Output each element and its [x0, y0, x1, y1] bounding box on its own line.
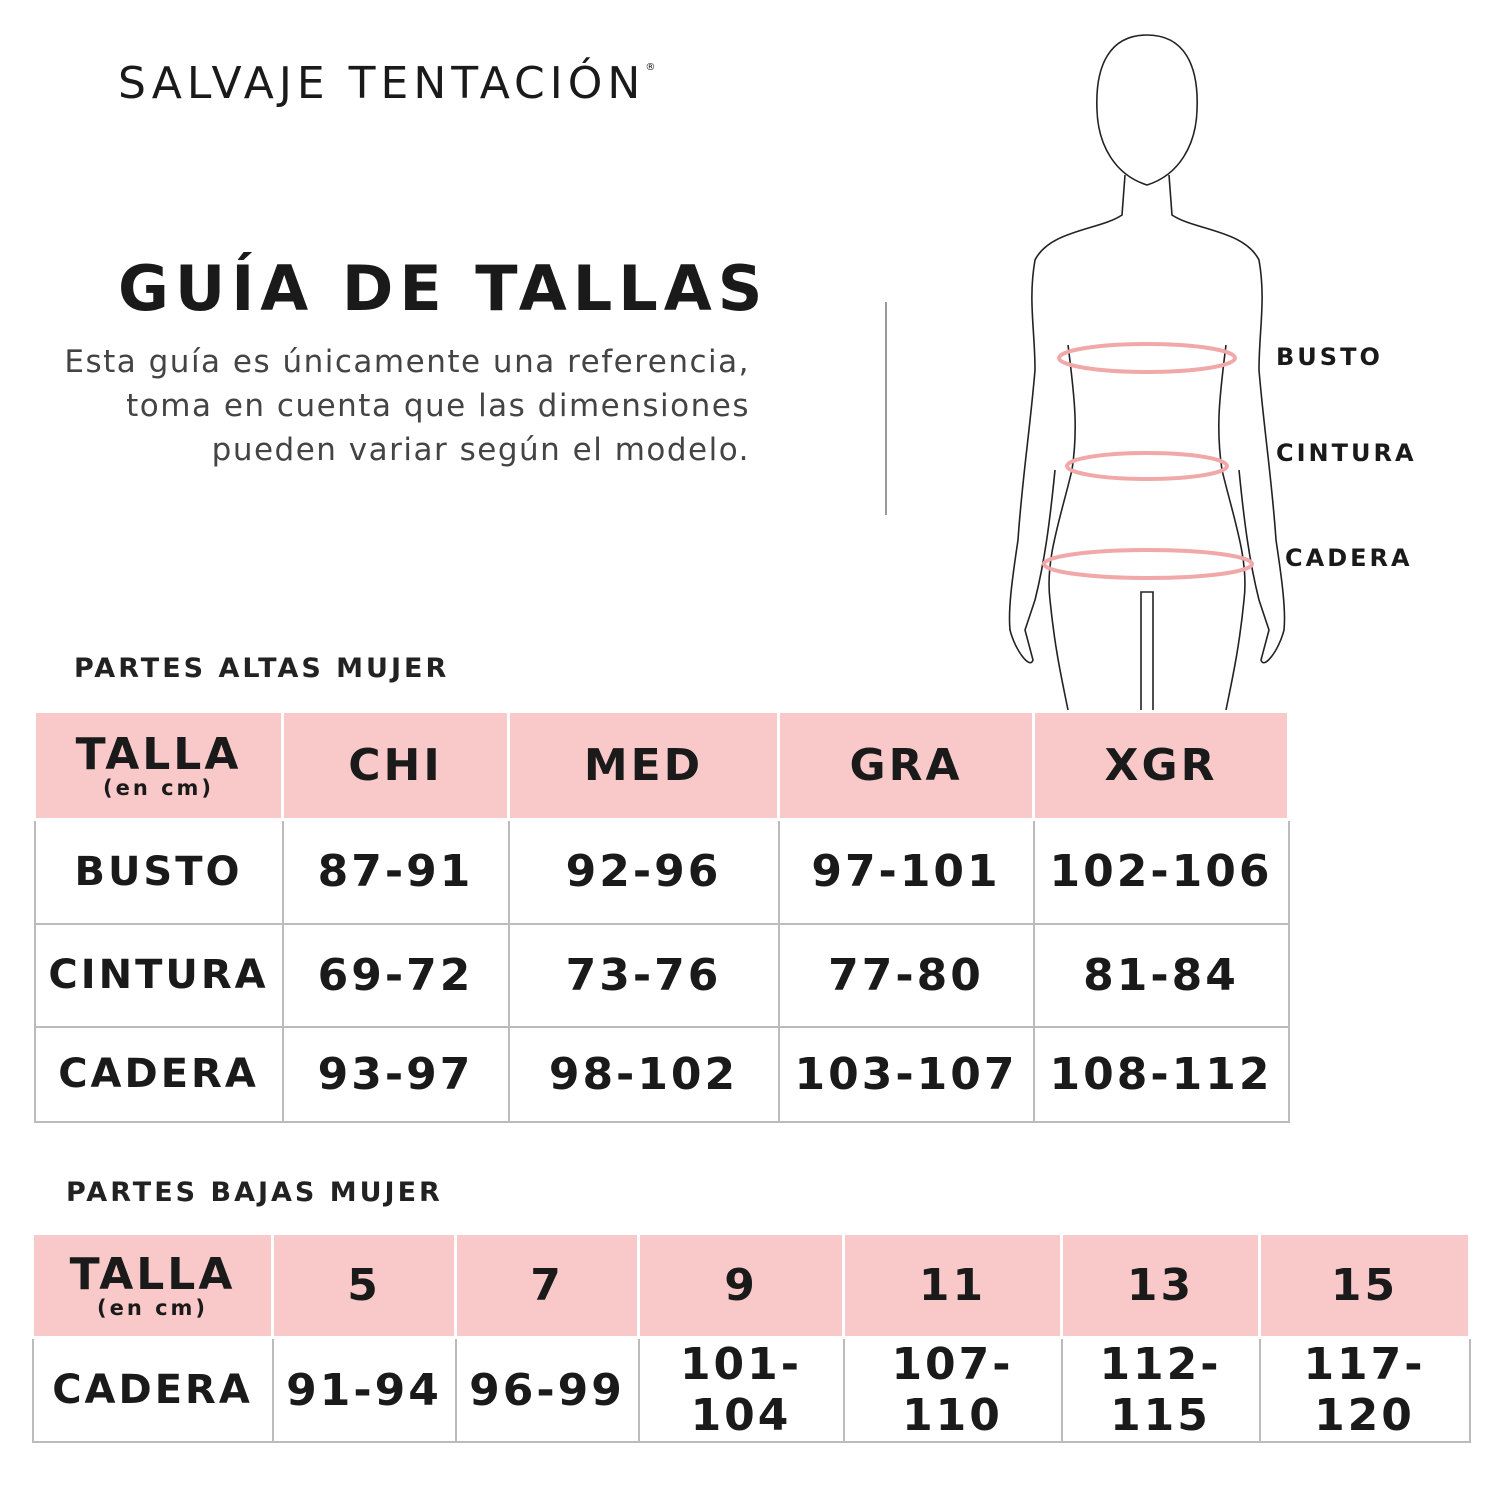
table-header-row: TALLA (en cm) CHI MED GRA XGR — [33, 710, 1290, 821]
table-cell: 107-110 — [842, 1336, 1063, 1443]
brand-logo: SALVAJE TENTACIÓN® — [118, 58, 655, 109]
table-cell: 93-97 — [281, 1025, 510, 1123]
table-cell: 101-104 — [637, 1336, 845, 1443]
row-label: BUSTO — [33, 818, 284, 925]
column-header: GRA — [777, 710, 1035, 821]
column-header: 9 — [637, 1232, 845, 1339]
table-cell: 69-72 — [281, 922, 510, 1028]
body-figure-illustration — [1008, 34, 1286, 711]
brand-name: SALVAJE TENTACIÓN — [118, 58, 646, 109]
column-header: CHI — [281, 710, 510, 821]
column-header: MED — [507, 710, 780, 821]
table-cell: 77-80 — [777, 922, 1035, 1028]
registered-mark: ® — [645, 62, 656, 73]
column-header: 7 — [454, 1232, 640, 1339]
corner-cell: TALLA (en cm) — [33, 710, 284, 821]
label-busto: BUSTO — [1276, 343, 1383, 371]
table-cell: 91-94 — [271, 1336, 457, 1443]
row-label: CADERA — [33, 1025, 284, 1123]
bottoms-size-table: TALLA (en cm) 5 7 9 11 13 15 CADERA 91-94… — [31, 1232, 1471, 1443]
column-header: 15 — [1258, 1232, 1471, 1339]
table-row: BUSTO 87-91 92-96 97-101 102-106 — [33, 818, 1290, 925]
table-cell: 96-99 — [454, 1336, 640, 1443]
column-header: 13 — [1060, 1232, 1261, 1339]
table-cell: 117-120 — [1258, 1336, 1471, 1443]
table-cell: 81-84 — [1032, 922, 1290, 1028]
table-cell: 73-76 — [507, 922, 780, 1028]
talla-label: TALLA — [69, 1248, 236, 1300]
table-cell: 103-107 — [777, 1025, 1035, 1123]
table-row: CINTURA 69-72 73-76 77-80 81-84 — [33, 922, 1290, 1028]
column-header: XGR — [1032, 710, 1290, 821]
tops-size-table: TALLA (en cm) CHI MED GRA XGR BUSTO 87-91… — [33, 710, 1290, 1123]
table-row: CADERA 91-94 96-99 101-104 107-110 112-1… — [31, 1336, 1471, 1443]
bottoms-section-title: PARTES BAJAS MUJER — [66, 1177, 443, 1208]
table-row: CADERA 93-97 98-102 103-107 108-112 — [33, 1025, 1290, 1123]
description: Esta guía es únicamente una referencia, … — [64, 344, 750, 468]
row-label: CINTURA — [33, 922, 284, 1028]
table-header-row: TALLA (en cm) 5 7 9 11 13 15 — [31, 1232, 1471, 1339]
table-cell: 108-112 — [1032, 1025, 1290, 1123]
page-title: GUÍA DE TALLAS — [118, 252, 769, 325]
column-header: 5 — [271, 1232, 457, 1339]
measure-rings — [1042, 342, 1254, 580]
corner-cell: TALLA (en cm) — [31, 1232, 274, 1339]
label-cadera: CADERA — [1285, 544, 1413, 572]
divider — [885, 302, 887, 515]
column-header: 11 — [842, 1232, 1063, 1339]
table-cell: 98-102 — [507, 1025, 780, 1123]
table-cell: 112-115 — [1060, 1336, 1261, 1443]
row-label: CADERA — [31, 1336, 274, 1443]
unit-label: (en cm) — [102, 775, 215, 800]
tops-section-title: PARTES ALTAS MUJER — [74, 653, 450, 684]
table-cell: 102-106 — [1032, 818, 1290, 925]
table-cell: 97-101 — [777, 818, 1035, 925]
table-cell: 87-91 — [281, 818, 510, 925]
unit-label: (en cm) — [96, 1295, 209, 1320]
label-cintura: CINTURA — [1276, 439, 1417, 467]
table-cell: 92-96 — [507, 818, 780, 925]
talla-label: TALLA — [75, 728, 242, 780]
